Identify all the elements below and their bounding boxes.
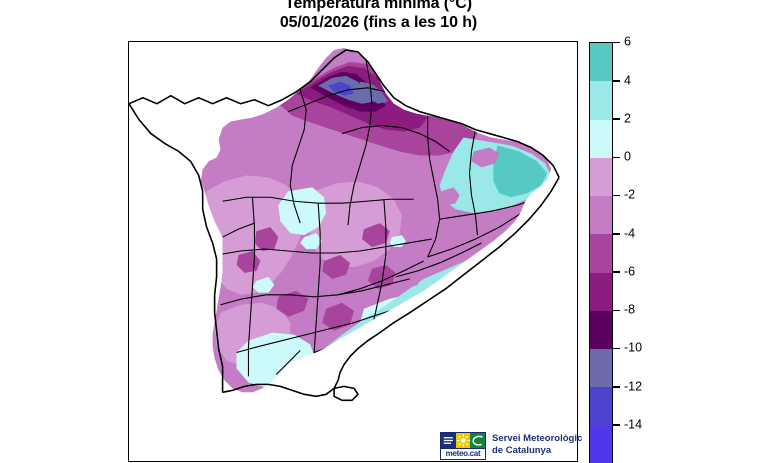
colorbar-tick-label: 6 — [624, 34, 631, 49]
colorbar-tick-line — [613, 386, 620, 388]
colorbar-tick: 0 — [613, 151, 631, 163]
colorbar: 6 4 2 0 -2 -4 -6 -8 -10 -12 -14 — [589, 36, 642, 463]
colorbar-tick-line — [613, 309, 620, 312]
colorbar-gradient — [589, 42, 613, 463]
colorbar-band — [590, 425, 612, 463]
colorbar-tick-line — [613, 156, 620, 159]
colorbar-tick-label: -8 — [624, 302, 636, 317]
colorbar-tick-label: -4 — [624, 226, 636, 241]
colorbar-band — [590, 272, 612, 311]
colorbar-tick-line — [613, 271, 620, 273]
colorbar-tick-label: 2 — [624, 111, 631, 126]
colorbar-tick: -6 — [613, 265, 635, 277]
colorbar-tick-label: -14 — [624, 417, 643, 432]
map-frame — [128, 41, 578, 462]
colorbar-tick-label: -12 — [624, 379, 643, 394]
colorbar-tick-line — [613, 233, 620, 235]
colorbar-tick-line — [613, 194, 620, 197]
colorbar-band — [590, 234, 612, 273]
sun-icon — [455, 433, 471, 448]
colorbar-tick-label: -2 — [624, 187, 636, 202]
colorbar-band — [590, 157, 612, 197]
colorbar-tick: 6 — [613, 36, 631, 48]
chart-title-block: Temperatura mínima (°C) 05/01/2026 (fins… — [0, 0, 757, 32]
colorbar-band — [590, 119, 612, 158]
colorbar-tick: -14 — [613, 418, 642, 430]
colorbar-tick: -2 — [613, 189, 635, 201]
organisation-name-line1: Servei Meteorològic — [492, 433, 583, 444]
organisation-name: Servei Meteorològic de Catalunya — [492, 432, 582, 456]
colorbar-band — [590, 196, 612, 235]
colorbar-band — [590, 310, 612, 350]
colorbar-tick: -12 — [613, 380, 642, 392]
page-subtitle: 05/01/2026 (fins a les 10 h) — [279, 14, 478, 31]
colorbar-tick: -10 — [613, 342, 642, 354]
colorbar-band — [590, 349, 612, 388]
colorbar-tick-line — [613, 347, 620, 350]
colorbar-band — [590, 387, 612, 426]
temperature-map — [129, 47, 560, 402]
organisation-name-line2: de Catalunya — [492, 444, 552, 456]
colorbar-tick-line — [613, 118, 620, 120]
colorbar-band — [590, 43, 612, 82]
colorbar-tick-label: 0 — [624, 149, 631, 164]
colorbar-ticks: 6 4 2 0 -2 -4 -6 -8 -10 -12 -14 — [613, 36, 673, 463]
cloud-wind-icon — [470, 433, 485, 448]
colorbar-tick: 4 — [613, 74, 631, 86]
logo-mark: meteo.cat — [440, 432, 486, 460]
colorbar-tick-label: 4 — [624, 73, 631, 88]
colorbar-tick-line — [613, 80, 620, 82]
logo-wordmark: meteo.cat — [440, 449, 486, 460]
colorbar-band — [590, 81, 612, 120]
logo-tiles — [440, 432, 486, 449]
bars-icon — [441, 433, 456, 448]
colorbar-tick-label: -10 — [624, 340, 643, 355]
colorbar-tick-line — [613, 41, 620, 44]
colorbar-tick-line — [613, 424, 620, 426]
colorbar-tick-label: -6 — [624, 264, 636, 279]
coastline-and-border — [129, 49, 560, 402]
colorbar-tick: -8 — [613, 304, 635, 316]
page-title: Temperatura mínima (°C) — [285, 0, 472, 12]
meteocat-logo: meteo.cat Servei Meteorològic de Catalun… — [440, 432, 582, 460]
colorbar-tick: -4 — [613, 227, 635, 239]
colorbar-tick: 2 — [613, 112, 631, 124]
